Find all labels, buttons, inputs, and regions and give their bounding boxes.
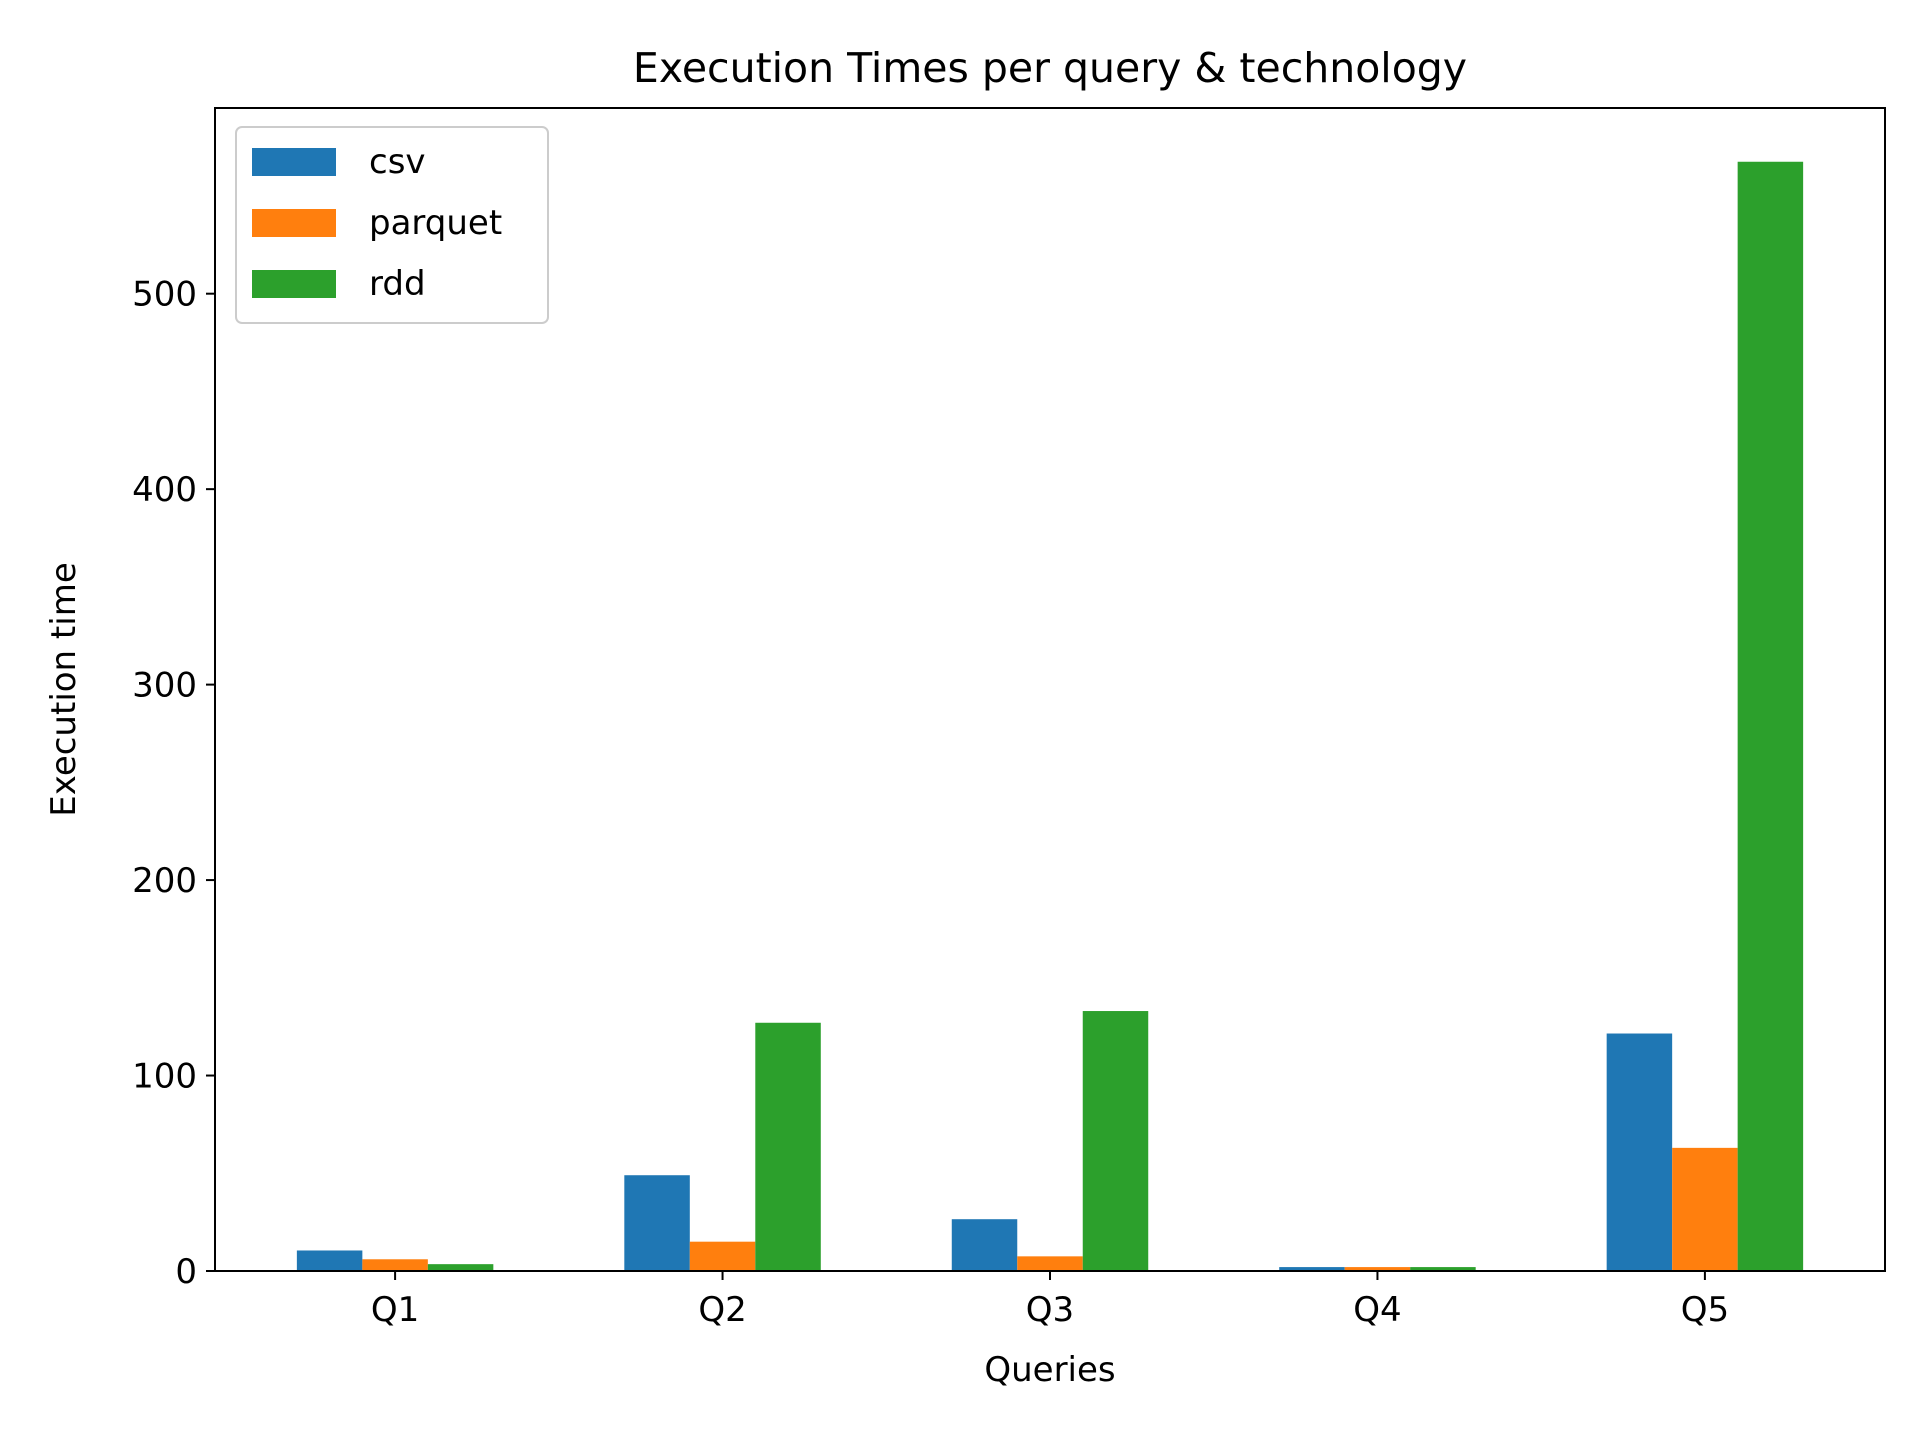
x-tick-label-q2: Q2 [698, 1290, 746, 1330]
x-tick-label-q4: Q4 [1353, 1290, 1401, 1330]
x-tick-label-q3: Q3 [1026, 1290, 1074, 1330]
legend-swatch-rdd [252, 270, 336, 298]
bar-parquet-q1 [362, 1259, 428, 1271]
bar-csv-q3 [951, 1219, 1018, 1271]
bar-parquet-q5 [1672, 1147, 1738, 1271]
bar-rdd-q1 [427, 1264, 494, 1271]
y-tick-label: 300 [132, 666, 197, 706]
bar-csv-q4 [1279, 1267, 1345, 1271]
bar-rdd-q2 [755, 1022, 821, 1271]
y-tick-label: 100 [132, 1057, 197, 1097]
y-tick-label: 500 [132, 275, 197, 315]
bars-group [296, 161, 1804, 1272]
bar-csv-q1 [296, 1250, 363, 1271]
legend-label-rdd: rdd [369, 264, 426, 304]
legend-label-csv: csv [369, 142, 426, 182]
legend-swatch-csv [252, 148, 336, 176]
chart-title: Execution Times per query & technology [633, 44, 1467, 92]
axes-group: 0 100 200 300 400 500 Q1 Q2 Q3 Q4 Q5 [132, 107, 1886, 1330]
x-axis-label: Queries [984, 1350, 1115, 1390]
y-axis-label: Execution time [44, 562, 84, 816]
bar-parquet-q3 [1017, 1256, 1083, 1271]
bar-csv-q2 [624, 1175, 690, 1271]
bar-rdd-q5 [1737, 161, 1804, 1272]
bar-csv-q5 [1606, 1033, 1673, 1271]
x-tick-label-q5: Q5 [1681, 1290, 1729, 1330]
bar-rdd-q4 [1410, 1267, 1476, 1271]
y-tick-label: 400 [132, 470, 197, 510]
legend-swatch-parquet [252, 209, 336, 237]
bar-rdd-q3 [1082, 1011, 1149, 1271]
x-tick-label-q1: Q1 [371, 1290, 419, 1330]
y-tick-label: 200 [132, 861, 197, 901]
legend: csv parquet rdd [235, 126, 549, 324]
y-tick-label: 0 [175, 1252, 197, 1292]
bar-parquet-q4 [1344, 1267, 1411, 1271]
bar-parquet-q2 [689, 1241, 756, 1271]
legend-label-parquet: parquet [369, 203, 502, 243]
